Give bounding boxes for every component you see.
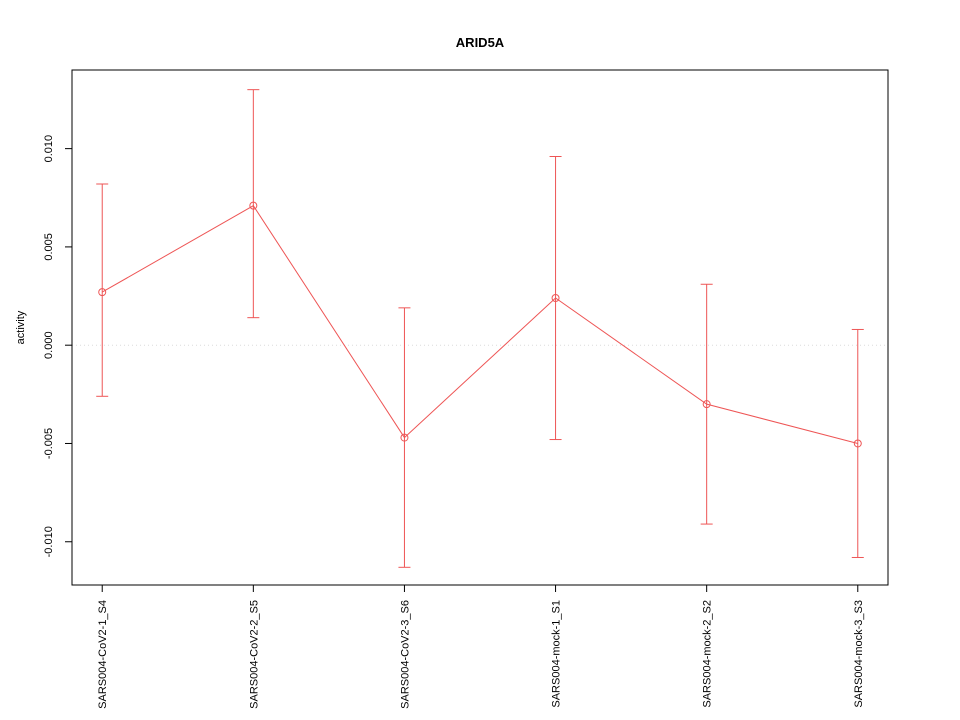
x-tick-label: SARS004-mock-1_S1 [551,600,563,708]
data-points [98,201,862,448]
data-point [853,439,862,448]
x-tick-label: SARS004-CoV2-1_S4 [97,600,109,709]
y-axis: -0.010 -0.005 0.000 0.005 0.010 [43,135,72,557]
y-axis-label: activity [15,310,27,344]
data-point [98,288,107,297]
series-line [101,204,858,444]
y-tick-label: 0.010 [43,135,55,163]
x-tick-label: SARS004-CoV2-3_S6 [399,600,411,709]
data-point [400,433,409,442]
y-tick-label: 0.005 [43,233,55,261]
plot-box [71,69,889,586]
y-tick-label: -0.005 [43,428,55,459]
data-point [551,294,560,303]
data-point [702,400,711,409]
error-bars [96,89,864,568]
y-tick-label: -0.010 [43,526,55,557]
data-point [249,201,258,210]
x-tick-label: SARS004-mock-3_S3 [853,600,865,708]
x-tick-label: SARS004-mock-2_S2 [702,600,714,708]
x-tick-label: SARS004-CoV2-2_S5 [248,600,260,709]
chart-title: ARID5A [455,35,505,50]
x-axis: SARS004-CoV2-1_S4 SARS004-CoV2-2_S5 SARS00… [97,585,865,709]
y-tick-label: 0.000 [43,331,55,359]
